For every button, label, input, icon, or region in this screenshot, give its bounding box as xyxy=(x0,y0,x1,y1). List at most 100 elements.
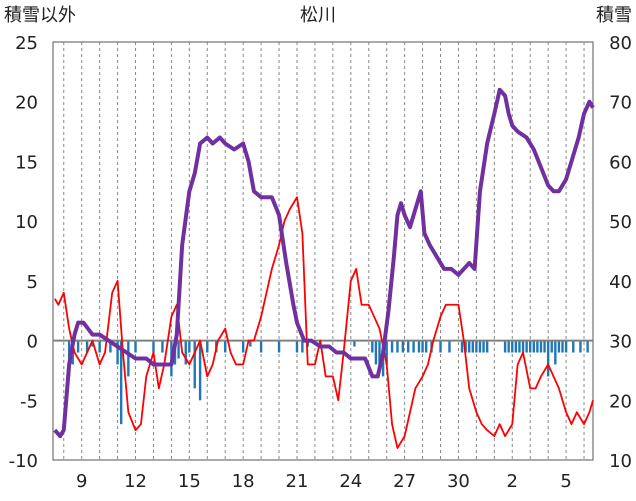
precipitation-bar xyxy=(371,340,374,353)
precipitation-bar xyxy=(503,340,507,353)
precipitation-bar xyxy=(98,340,101,353)
precipitation-bar xyxy=(448,340,451,353)
precipitation-bar xyxy=(525,340,528,353)
precipitation-bar xyxy=(198,340,202,401)
precipitation-bar xyxy=(188,340,191,353)
precipitation-bar xyxy=(378,340,381,365)
precipitation-bar xyxy=(482,340,485,353)
plot-area xyxy=(52,41,594,461)
y-left-tick-label: -5 xyxy=(20,391,38,412)
precipitation-bar xyxy=(572,340,575,353)
y-right-tick-label: 50 xyxy=(609,212,632,233)
snow-depth-line xyxy=(53,87,595,439)
y-axis-right-label: 積雪 xyxy=(596,5,632,26)
precipitation-bar xyxy=(259,340,263,353)
precipitation-bar xyxy=(550,340,553,353)
precipitation-bar xyxy=(421,340,424,353)
precipitation-bar xyxy=(277,340,281,353)
precipitation-bar xyxy=(579,340,582,353)
x-tick-label: 18 xyxy=(232,471,255,492)
precipitation-bars xyxy=(67,340,589,425)
precipitation-bar xyxy=(161,340,164,353)
precipitation-bar xyxy=(206,340,209,353)
y-right-tick-label: 70 xyxy=(609,93,632,114)
precipitation-bar xyxy=(514,340,518,353)
precipitation-bar xyxy=(119,340,123,425)
y-right-tick-label: 20 xyxy=(609,391,632,412)
precipitation-bar xyxy=(412,340,415,353)
precipitation-bar xyxy=(439,340,442,353)
y-axis-right-ticks: 10 20 30 40 50 60 70 80 xyxy=(609,33,632,472)
precipitation-bar xyxy=(475,340,478,353)
precipitation-bar xyxy=(127,340,130,377)
y-axis-left-label: 積雪以外 xyxy=(4,5,76,26)
x-tick-label: 15 xyxy=(178,471,201,492)
precipitation-bar xyxy=(109,340,112,353)
precipitation-bar xyxy=(557,340,561,353)
precipitation-bar xyxy=(301,340,304,353)
precipitation-bar xyxy=(385,340,388,365)
precipitation-bar xyxy=(536,340,539,353)
precipitation-bar xyxy=(249,340,252,347)
series-lines xyxy=(53,87,595,449)
precipitation-bar xyxy=(464,340,467,353)
x-tick-label: 12 xyxy=(124,471,147,492)
precipitation-bar xyxy=(543,340,546,353)
precipitation-bar xyxy=(485,340,489,353)
precipitation-bar xyxy=(116,340,119,365)
precipitation-bar xyxy=(224,340,227,353)
x-tick-label: 27 xyxy=(393,471,416,492)
precipitation-bar xyxy=(407,340,410,353)
precipitation-bar xyxy=(468,340,471,353)
y-right-tick-label: 80 xyxy=(609,33,632,54)
precipitation-bar xyxy=(554,340,557,365)
precipitation-bar xyxy=(390,340,394,353)
precipitation-bar xyxy=(539,340,543,353)
y-left-tick-label: -10 xyxy=(9,451,38,472)
x-tick-label: 9 xyxy=(76,471,87,492)
precipitation-bar xyxy=(85,340,89,353)
precipitation-bar xyxy=(184,340,187,365)
y-left-tick-label: 15 xyxy=(15,152,38,173)
y-right-tick-label: 30 xyxy=(609,332,632,353)
precipitation-bar xyxy=(76,340,80,353)
x-axis-ticks: 9 12 15 18 21 24 27 30 2 5 xyxy=(76,471,572,492)
x-tick-label: 30 xyxy=(447,471,470,492)
chart-title: 松川 xyxy=(300,5,336,26)
precipitation-bar xyxy=(152,340,155,353)
precipitation-bar xyxy=(424,340,428,353)
precipitation-bar xyxy=(564,340,568,353)
precipitation-bar xyxy=(586,340,589,353)
precipitation-bar xyxy=(532,340,535,353)
precipitation-bar xyxy=(417,340,421,353)
precipitation-bar xyxy=(241,340,245,353)
y-right-tick-label: 10 xyxy=(609,451,632,472)
y-right-tick-label: 60 xyxy=(609,152,632,173)
precipitation-bar xyxy=(374,340,378,365)
precipitation-bar xyxy=(511,340,514,353)
precipitation-bar xyxy=(529,340,532,353)
y-axis-left-ticks: -10 -5 0 5 10 15 20 25 xyxy=(9,33,38,472)
x-tick-label: 5 xyxy=(560,471,571,492)
precipitation-bar xyxy=(177,340,180,359)
precipitation-bar xyxy=(401,340,405,353)
x-tick-label: 24 xyxy=(339,471,362,492)
precipitation-bar xyxy=(546,340,550,377)
y-right-tick-label: 40 xyxy=(609,272,632,293)
x-tick-label: 21 xyxy=(286,471,309,492)
y-left-tick-label: 5 xyxy=(27,272,38,293)
precipitation-bar xyxy=(193,340,196,389)
precipitation-bar xyxy=(478,340,482,353)
x-tick-label: 2 xyxy=(507,471,518,492)
grid-lines xyxy=(63,42,585,460)
precipitation-bar xyxy=(521,340,525,353)
precipitation-bar xyxy=(471,340,475,353)
y-left-tick-label: 25 xyxy=(15,33,38,54)
precipitation-bar xyxy=(134,340,137,353)
precipitation-bar xyxy=(353,340,356,347)
temperature-line xyxy=(54,196,594,449)
y-left-tick-label: 0 xyxy=(27,332,38,353)
precipitation-bar xyxy=(295,340,299,353)
precipitation-bar xyxy=(561,340,564,353)
